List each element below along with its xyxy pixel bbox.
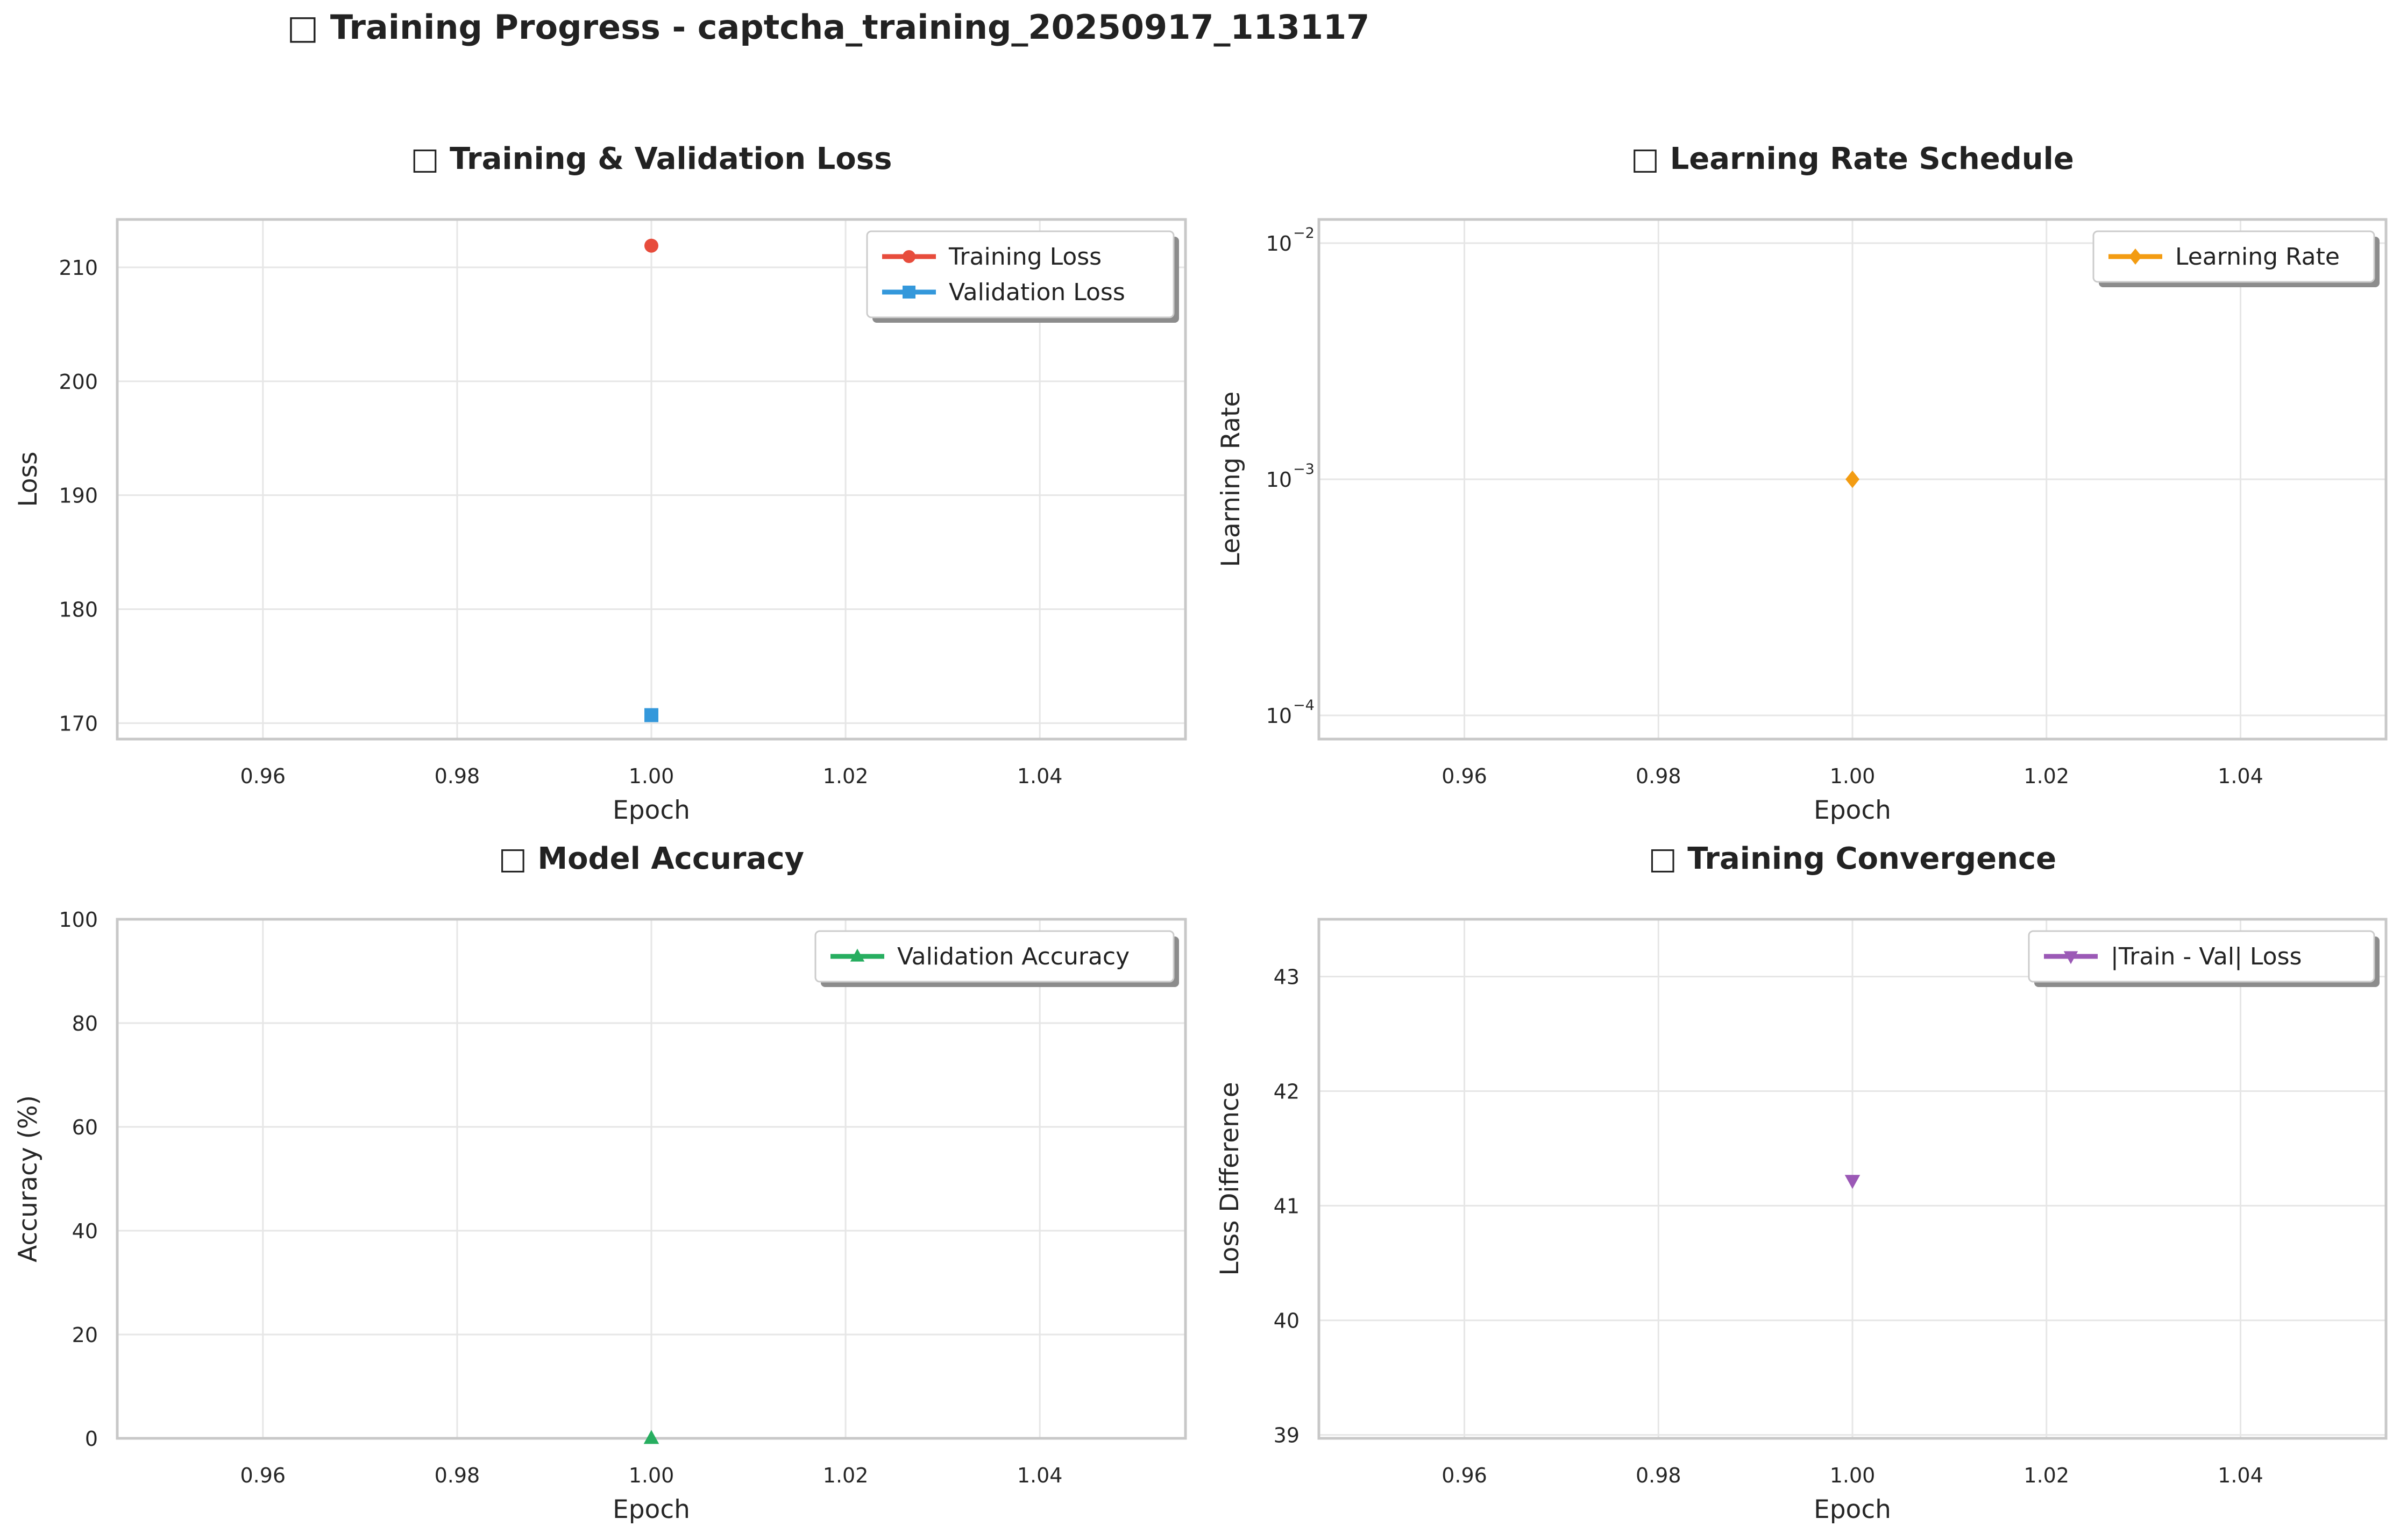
data-point (644, 708, 658, 722)
x-tick-label: 1.04 (2218, 1464, 2263, 1487)
x-axis-label: Epoch (1814, 1495, 1891, 1524)
legend-label: Training Loss (948, 243, 1102, 271)
y-tick-label: 100 (59, 908, 98, 932)
data-point (1845, 470, 1859, 488)
x-tick-label: 0.98 (1636, 764, 1681, 788)
y-axis-label: Loss Difference (1215, 1082, 1245, 1275)
legend-marker (2063, 951, 2078, 964)
y-tick-label: 80 (72, 1012, 98, 1035)
legend-box (2092, 230, 2375, 283)
y-tick-label: 170 (59, 712, 98, 735)
chart-acc: 0.96 0.98 1.00 1.02 1.04 0 20 40 60 80 100 □ Model … (13, 841, 1187, 1524)
x-tick-label: 0.98 (1636, 1464, 1681, 1487)
x-tick-label: 0.98 (435, 1464, 480, 1487)
data-point (643, 1430, 659, 1444)
x-axis-label: Epoch (1814, 796, 1891, 825)
y-axis-label: Loss (13, 451, 43, 507)
x-tick-label: 0.96 (240, 764, 286, 788)
y-tick-label: 43 (1274, 966, 1300, 989)
legend: Validation Accuracy (814, 930, 1179, 987)
legend: Learning Rate (2092, 230, 2380, 287)
y-tick-exponent: −2 (1293, 225, 1315, 242)
legend-marker (850, 948, 865, 962)
x-tick-label: 1.02 (823, 1464, 869, 1487)
figure-title: □ Training Progress - captcha_training_2… (287, 8, 1370, 47)
chart-title: □ Learning Rate Schedule (1631, 141, 2074, 176)
y-tick-label: 200 (59, 370, 98, 394)
x-tick-label: 0.96 (240, 1464, 286, 1487)
y-tick-label: 20 (72, 1323, 98, 1347)
chart-title: □ Training & Validation Loss (411, 141, 892, 176)
y-tick-label: 180 (59, 598, 98, 622)
x-tick-label: 1.04 (1017, 1464, 1063, 1487)
x-tick-label: 1.00 (1830, 1464, 1876, 1487)
chart-conv: 0.96 0.98 1.00 1.02 1.04 39 40 41 42 43 □ Training… (1215, 841, 2388, 1524)
chart-loss: 0.96 0.98 1.00 1.02 1.04 170 180 190 200 210 □ Tra… (13, 141, 1187, 825)
y-axis-label: Learning Rate (1216, 392, 1246, 567)
data-point (1844, 1175, 1861, 1189)
y-tick-label: 41 (1274, 1195, 1300, 1218)
x-axis-label: Epoch (613, 796, 690, 825)
legend-label: |Train - Val| Loss (2111, 943, 2302, 970)
y-tick-label: 0 (85, 1427, 98, 1451)
y-tick-label: 39 (1274, 1424, 1300, 1447)
x-tick-label: 1.00 (629, 764, 674, 788)
x-tick-label: 0.98 (435, 764, 480, 788)
x-tick-label: 0.96 (1442, 764, 1487, 788)
legend-box (814, 930, 1175, 983)
legend-label: Validation Accuracy (897, 943, 1130, 970)
y-tick-label: 210 (59, 256, 98, 280)
y-axis-label: Accuracy (%) (13, 1095, 43, 1262)
chart-title: □ Training Convergence (1649, 841, 2056, 876)
y-tick-label: 190 (59, 484, 98, 508)
legend-box (2028, 930, 2375, 983)
legend-marker (903, 286, 915, 299)
x-tick-label: 1.04 (1017, 764, 1063, 788)
legend-marker (903, 250, 915, 263)
x-tick-label: 0.96 (1442, 1464, 1487, 1487)
plot-frame (116, 218, 1187, 741)
y-tick-label: 40 (72, 1219, 98, 1243)
plot-frame (1317, 218, 2388, 741)
y-tick-label: 10 (1266, 468, 1292, 492)
legend-label: Validation Loss (949, 279, 1125, 306)
x-tick-label: 1.02 (2023, 1464, 2069, 1487)
y-tick-label: 10 (1266, 704, 1292, 728)
x-tick-label: 1.02 (823, 764, 869, 788)
legend-label: Learning Rate (2175, 243, 2340, 271)
plot-frame (1317, 918, 2388, 1440)
x-tick-label: 1.00 (629, 1464, 674, 1487)
y-tick-label: 42 (1274, 1080, 1300, 1104)
x-tick-label: 1.00 (1830, 764, 1876, 788)
y-tick-exponent: −4 (1293, 697, 1315, 714)
data-point (644, 238, 658, 253)
legend: |Train - Val| Loss (2028, 930, 2380, 987)
x-tick-label: 1.02 (2023, 764, 2069, 788)
x-axis-label: Epoch (613, 1495, 690, 1524)
y-tick-label: 10 (1266, 232, 1292, 256)
legend: Training Loss Validation Loss (866, 230, 1179, 323)
x-tick-label: 1.04 (2218, 764, 2263, 788)
legend-box (866, 230, 1175, 318)
y-tick-label: 60 (72, 1116, 98, 1139)
chart-title: □ Model Accuracy (499, 841, 804, 876)
y-tick-label: 40 (1274, 1309, 1300, 1333)
legend-marker (2129, 249, 2142, 265)
y-tick-exponent: −3 (1293, 461, 1315, 478)
